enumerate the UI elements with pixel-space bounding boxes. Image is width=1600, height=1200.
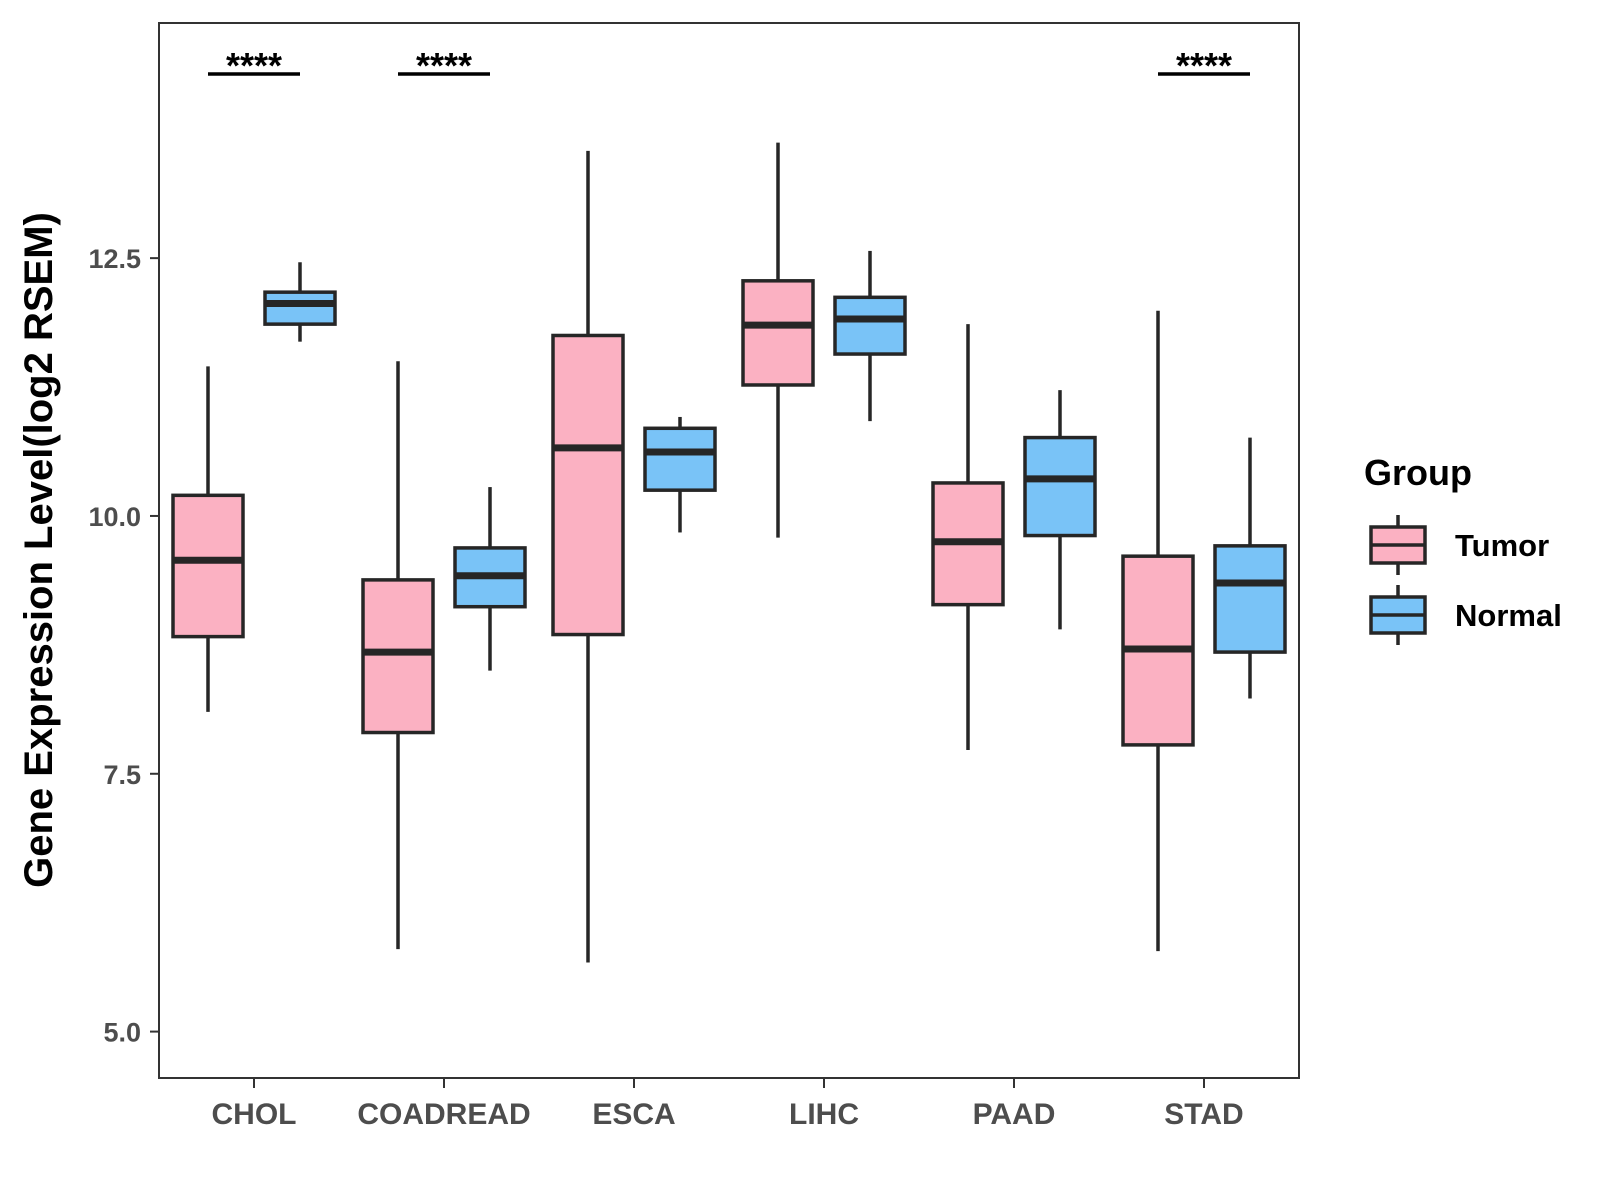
box-body — [361, 578, 435, 735]
box-normal-chol — [263, 262, 337, 342]
y-axis: 5.0 7.5 10.0 12.5 — [88, 244, 159, 1048]
legend-label-normal: Normal — [1455, 598, 1562, 633]
box-normal-esca — [643, 416, 717, 533]
box-body — [643, 426, 717, 492]
y-tick-label: 10.0 — [88, 502, 141, 532]
box-tumor-chol — [171, 366, 245, 712]
box-tumor-paad — [931, 324, 1005, 751]
box-body — [263, 290, 337, 326]
legend-label-tumor: Tumor — [1455, 528, 1549, 563]
y-tick-label: 5.0 — [103, 1018, 141, 1048]
x-axis: CHOL COADREAD ESCA LIHC PAAD STAD — [212, 1078, 1244, 1131]
significance-stars: **** — [226, 45, 282, 86]
box-tumor-coadread — [361, 361, 435, 950]
x-tick-label: LIHC — [789, 1098, 859, 1131]
significance-stars: **** — [1176, 45, 1232, 86]
plot-area — [171, 142, 1287, 963]
legend-key-normal — [1369, 585, 1427, 645]
box-normal-paad — [1023, 390, 1097, 630]
box-body — [1023, 435, 1097, 538]
legend: Group Tumor Normal — [1364, 452, 1562, 645]
box-tumor-esca — [551, 150, 625, 963]
box-body — [833, 295, 907, 356]
panel-border — [158, 22, 1300, 1079]
legend-title: Group — [1364, 452, 1472, 493]
box-body — [551, 333, 625, 637]
box-normal-lihc — [833, 250, 907, 422]
x-tick-label: CHOL — [212, 1098, 297, 1131]
significance-stars: **** — [416, 45, 472, 86]
y-tick-label: 7.5 — [103, 760, 141, 790]
y-tick-label: 12.5 — [88, 244, 141, 274]
box-normal-stad — [1213, 437, 1287, 699]
significance-annotations: **** **** **** — [208, 45, 1250, 86]
x-tick-label: ESCA — [592, 1098, 675, 1131]
y-axis-title: Gene Expression Level(log2 RSEM) — [17, 212, 61, 888]
box-body — [741, 279, 815, 387]
box-normal-coadread — [453, 487, 527, 671]
x-tick-label: PAAD — [973, 1098, 1056, 1131]
box-tumor-lihc — [741, 142, 815, 538]
legend-key-tumor — [1369, 515, 1427, 575]
box-body — [171, 493, 245, 639]
box-tumor-stad — [1121, 310, 1195, 952]
box-body — [1213, 544, 1287, 654]
x-tick-label: STAD — [1164, 1098, 1243, 1131]
x-tick-label: COADREAD — [357, 1098, 530, 1131]
